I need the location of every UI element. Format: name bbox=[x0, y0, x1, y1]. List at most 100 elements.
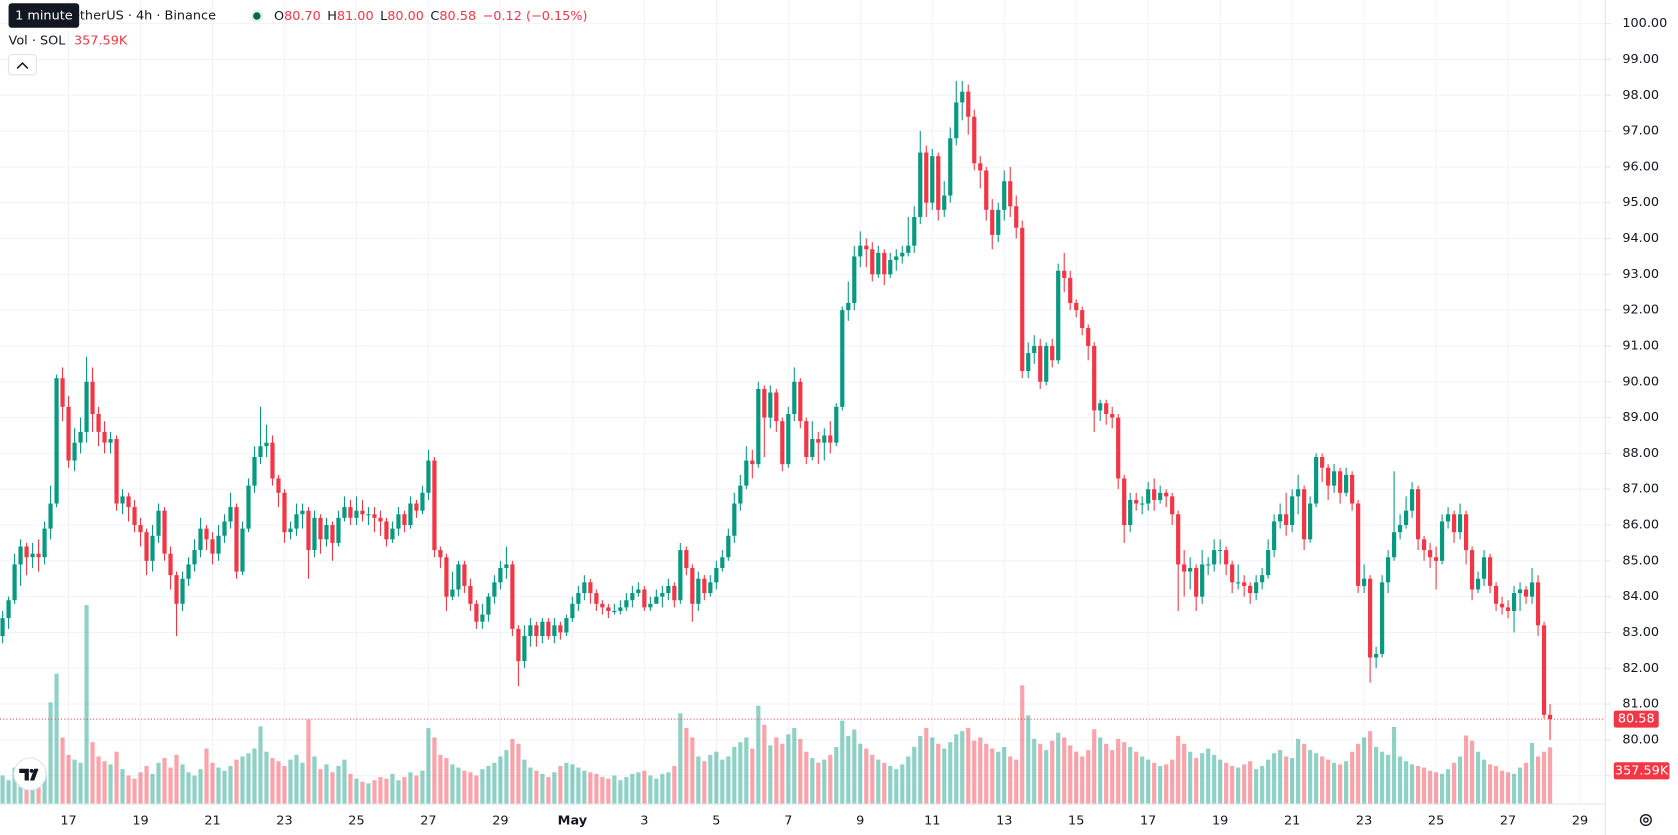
volume-bar bbox=[66, 754, 71, 804]
volume-bar bbox=[990, 748, 995, 804]
volume-bar bbox=[528, 767, 533, 804]
volume-bar bbox=[342, 759, 347, 804]
candle-body bbox=[852, 256, 857, 303]
ohlc-key: L bbox=[380, 9, 388, 24]
last-price-label: 80.58 bbox=[1618, 712, 1655, 727]
candle-body bbox=[1523, 589, 1529, 597]
candle-body bbox=[618, 607, 623, 611]
volume-bar bbox=[1308, 750, 1313, 804]
volume-bar bbox=[1152, 762, 1157, 804]
volume-bar bbox=[1140, 756, 1145, 804]
tradingview-logo[interactable] bbox=[13, 757, 47, 791]
candle-body bbox=[330, 525, 335, 543]
volume-bar bbox=[1098, 737, 1103, 804]
x-tick-label: 19 bbox=[132, 814, 148, 829]
candle-body bbox=[450, 589, 455, 597]
volume-bar bbox=[798, 739, 803, 804]
volume-bar bbox=[336, 765, 341, 804]
candle-body bbox=[144, 532, 149, 561]
candle-body bbox=[252, 456, 257, 486]
volume-bar bbox=[1122, 742, 1127, 804]
volume-bar bbox=[522, 759, 527, 804]
volume-bar bbox=[78, 762, 83, 804]
candle-body bbox=[1170, 496, 1175, 515]
candle-body bbox=[264, 442, 269, 447]
volume-bar bbox=[918, 735, 923, 804]
candle-body bbox=[1386, 557, 1391, 583]
volume-bar bbox=[1344, 761, 1349, 804]
volume-bar bbox=[420, 770, 425, 804]
candle-body bbox=[132, 507, 137, 526]
candle-body bbox=[1302, 489, 1307, 540]
volume-bar bbox=[732, 746, 737, 804]
candle-body bbox=[1098, 403, 1103, 411]
volume-bar bbox=[1403, 761, 1409, 804]
volume-bar bbox=[1302, 743, 1307, 804]
volume-bar bbox=[108, 764, 113, 804]
candle-body bbox=[1182, 564, 1187, 572]
volume-bar bbox=[978, 737, 983, 804]
volume-bar bbox=[696, 756, 701, 804]
volume-bar bbox=[1170, 759, 1175, 804]
settings-button[interactable] bbox=[1639, 813, 1652, 827]
candle-body bbox=[276, 478, 281, 493]
volume-bar bbox=[1146, 759, 1151, 804]
volume-bar bbox=[132, 778, 137, 804]
y-tick-label: 90.00 bbox=[1622, 374, 1659, 389]
candle-body bbox=[1535, 582, 1541, 626]
candle-body bbox=[222, 521, 227, 536]
candle-body bbox=[108, 439, 113, 443]
x-tick-label: 27 bbox=[1500, 814, 1516, 829]
candle-body bbox=[762, 388, 767, 418]
candle-body bbox=[642, 589, 647, 608]
volume-bar bbox=[438, 754, 443, 804]
candle-body bbox=[1194, 567, 1199, 597]
y-tick-label: 92.00 bbox=[1622, 303, 1659, 318]
volume-title: Vol · SOL bbox=[9, 33, 67, 48]
candle-body bbox=[1427, 550, 1433, 558]
y-tick-label: 85.00 bbox=[1622, 553, 1659, 568]
x-tick-label: 25 bbox=[348, 814, 364, 829]
candle-body bbox=[1212, 550, 1217, 565]
volume-bar bbox=[198, 769, 203, 804]
volume-bar bbox=[504, 750, 509, 804]
volume-bar bbox=[1242, 764, 1247, 804]
volume-bar bbox=[462, 770, 467, 804]
candle-body bbox=[0, 618, 5, 637]
volume-bar bbox=[1487, 764, 1493, 804]
candle-body bbox=[900, 252, 905, 257]
candle-body bbox=[1056, 270, 1061, 361]
volume-bar bbox=[162, 758, 167, 804]
volume-bar bbox=[600, 777, 605, 804]
candle-body bbox=[1224, 550, 1229, 565]
candle-body bbox=[1499, 603, 1505, 608]
candle-body bbox=[1152, 489, 1157, 500]
candle-body bbox=[1445, 514, 1451, 522]
volume-bar bbox=[1362, 737, 1367, 804]
volume-bar bbox=[858, 743, 863, 804]
candle-body bbox=[810, 439, 815, 457]
volume-bar bbox=[1481, 759, 1487, 804]
candle-body bbox=[684, 550, 689, 568]
candle-body bbox=[258, 446, 263, 457]
volume-bar bbox=[498, 756, 503, 804]
volume-bar bbox=[48, 702, 53, 804]
volume-bar bbox=[576, 767, 581, 804]
candle-body bbox=[1086, 328, 1091, 346]
candle-body bbox=[72, 442, 77, 461]
candle-body bbox=[1188, 567, 1193, 572]
volume-bar bbox=[852, 729, 857, 804]
candle-body bbox=[1008, 181, 1013, 207]
candle-body bbox=[1290, 496, 1295, 526]
volume-bar bbox=[390, 773, 395, 804]
volume-bar bbox=[444, 758, 449, 804]
volume-bar bbox=[330, 772, 335, 804]
volume-bar bbox=[1547, 747, 1553, 804]
volume-bar bbox=[828, 754, 833, 804]
collapse-button[interactable] bbox=[8, 53, 37, 76]
volume-bar bbox=[1266, 759, 1271, 804]
volume-bar bbox=[912, 746, 917, 804]
volume-bar bbox=[192, 775, 197, 804]
volume-bar bbox=[582, 770, 587, 804]
candle-body bbox=[678, 550, 683, 601]
